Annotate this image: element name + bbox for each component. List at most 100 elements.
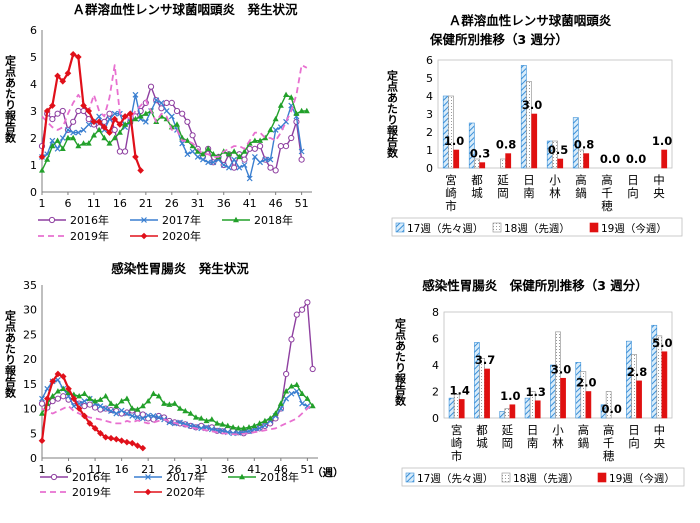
gastro-line-point-y2018 — [134, 406, 141, 412]
gastro-line-ytick-label: 0 — [30, 452, 37, 465]
strep-line-ytick-label: 0 — [30, 186, 37, 199]
legend-label-y2016: 2016年 — [72, 470, 111, 484]
gastro-line-ylabel: 定点あたり報告数 — [4, 309, 17, 399]
gastro-line-point-y2018 — [97, 396, 104, 402]
strep-line-point-y2017 — [59, 135, 66, 141]
gastro-bar-bar-wk19 — [585, 391, 592, 419]
strep-line-point-y2020 — [38, 153, 46, 161]
gastro-line-point-y2017 — [203, 424, 210, 431]
strep-bar-group-8: 1.0 中央 — [652, 134, 672, 200]
gastro-line-point-y2018 — [171, 400, 178, 406]
gastro-bar-data-label: 0.0 — [602, 402, 622, 416]
gastro-line-point-y2016 — [38, 400, 46, 407]
strep-line-point-y2016 — [85, 116, 92, 123]
gastro-line-ytick-label: 20 — [23, 353, 37, 366]
gastro-line-point-y2020 — [65, 385, 72, 393]
strep-line-point-y2020 — [106, 129, 113, 136]
gastro-line-point-y2020 — [81, 412, 88, 420]
strep-line-point-y2020 — [64, 69, 72, 77]
gastro-bar-group-1: 3.7 都城 — [474, 342, 495, 450]
strep-line-point-y2016 — [54, 110, 61, 117]
gastro-line-point-y2020 — [123, 438, 131, 446]
strep-line-point-y2017 — [262, 156, 269, 163]
gastro-bar-ytick-label: 8 — [432, 306, 439, 319]
strep-line-point-y2017 — [96, 113, 103, 120]
gastro-line-point-y2018 — [283, 388, 290, 394]
gastro-bar-bar-wk19 — [509, 404, 516, 419]
strep-line-point-y2018 — [59, 145, 66, 151]
strep-bar-title: Ａ群溶血性レンサ球菌咽頭炎 — [449, 13, 612, 28]
strep-bar-bar-wk17 — [520, 65, 527, 169]
gastro-bar-bar-wk19 — [560, 377, 566, 419]
legend-item-y2016: 2016年 — [40, 470, 111, 484]
strep-line-point-y2017 — [70, 129, 77, 136]
strep-bar-category-label: 千 — [601, 186, 613, 200]
legend-item-y2020: 2020年 — [130, 229, 201, 243]
strep-bar-data-label: 1.0 — [652, 134, 672, 148]
strep-line-point-y2016 — [298, 156, 305, 163]
strep-line-point-y2016 — [70, 118, 77, 125]
strep-line-point-y2017 — [179, 140, 186, 147]
strep-bar-bar-wk17 — [468, 122, 475, 169]
strep-bar-ytick-label: 3 — [426, 108, 433, 121]
strep-line-point-y2020 — [121, 113, 129, 120]
strep-line-point-y2018 — [49, 142, 56, 149]
gastro-line-point-y2018 — [49, 393, 56, 399]
legend-swatch-wk17 — [405, 472, 415, 483]
gastro-bar-data-label: 1.4 — [450, 383, 470, 397]
gastro-bar-group-2: 1.0 延岡 — [499, 389, 521, 450]
legend-item-wk19: 19週（今週） — [589, 222, 667, 235]
gastro-line-point-y2020 — [113, 435, 120, 443]
gastro-line-point-y2016 — [54, 395, 62, 402]
gastro-bar-bar-wk18 — [479, 358, 485, 419]
strep-line-point-y2017 — [220, 162, 227, 168]
strep-line-point-y2017 — [210, 159, 217, 166]
gastro-line-point-y2018 — [256, 420, 263, 426]
gastro-line-point-y2018 — [92, 397, 99, 404]
gastro-bar-data-label: 3.0 — [551, 362, 571, 376]
strep-line-series-y2019 — [41, 64, 308, 158]
gastro-bar-data-label: 3.7 — [475, 353, 495, 367]
gastro-line-point-y2017 — [261, 422, 268, 429]
gastro-line-xtick-label: 21 — [141, 463, 155, 476]
gastro-line-point-y2017 — [219, 427, 226, 434]
legend-swatch-wk18 — [492, 222, 502, 233]
strep-line-point-y2017 — [158, 99, 165, 106]
gastro-line-xtick-label: 6 — [65, 463, 72, 476]
strep-line-point-y2016 — [106, 110, 113, 117]
gastro-line-series-y2020 — [38, 370, 147, 452]
gastro-bar-bar-wk19 — [534, 400, 541, 419]
strep-bar-bar-wk18 — [578, 149, 584, 169]
gastro-bar-category-label: 岡 — [502, 436, 514, 450]
strep-bar-category-label: 小 — [549, 173, 561, 187]
strep-line-point-y2017 — [49, 137, 56, 144]
gastro-bar-category-label: 穂 — [603, 449, 615, 463]
gastro-line-point-y2018 — [203, 417, 210, 424]
strep-line-point-y2017 — [241, 162, 248, 168]
strep-line-point-y2017 — [132, 91, 139, 98]
legend-swatch-wk17 — [395, 222, 405, 233]
legend-item-y2020: 2020年 — [134, 485, 205, 499]
gastro-line-point-y2018 — [60, 385, 67, 391]
gastro-line-xtick-label: 11 — [88, 463, 102, 476]
gastro-bar-bar-wk19 — [661, 351, 668, 419]
gastro-line-point-y2018 — [76, 393, 83, 399]
strep-line-point-y2020 — [49, 102, 56, 109]
strep-line-point-y2018 — [236, 153, 243, 160]
strep-line-point-y2016 — [272, 167, 279, 174]
strep-line-point-y2018 — [137, 113, 144, 119]
gastro-line-point-y2017 — [256, 425, 263, 432]
strep-line-point-y2017 — [54, 145, 61, 152]
gastro-line-point-y2018 — [54, 388, 61, 394]
gastro-line-point-y2018 — [214, 420, 221, 426]
strep-line-xtick-label: 1 — [39, 197, 46, 210]
strep-line-point-y2018 — [54, 137, 61, 143]
legend-swatch-wk18 — [501, 472, 511, 483]
strep-bar-ylabel: 定点あたり報告数 — [386, 69, 399, 159]
legend-item-y2019: 2019年 — [40, 485, 111, 499]
strep-line-point-y2018 — [132, 115, 139, 122]
legend-marker-y2016 — [48, 216, 56, 224]
gastro-line-point-y2018 — [224, 422, 231, 429]
gastro-line-legend: 2016年 2017年 2018年 2019年 2020年 — [40, 470, 299, 499]
gastro-line-point-y2018 — [293, 381, 300, 388]
